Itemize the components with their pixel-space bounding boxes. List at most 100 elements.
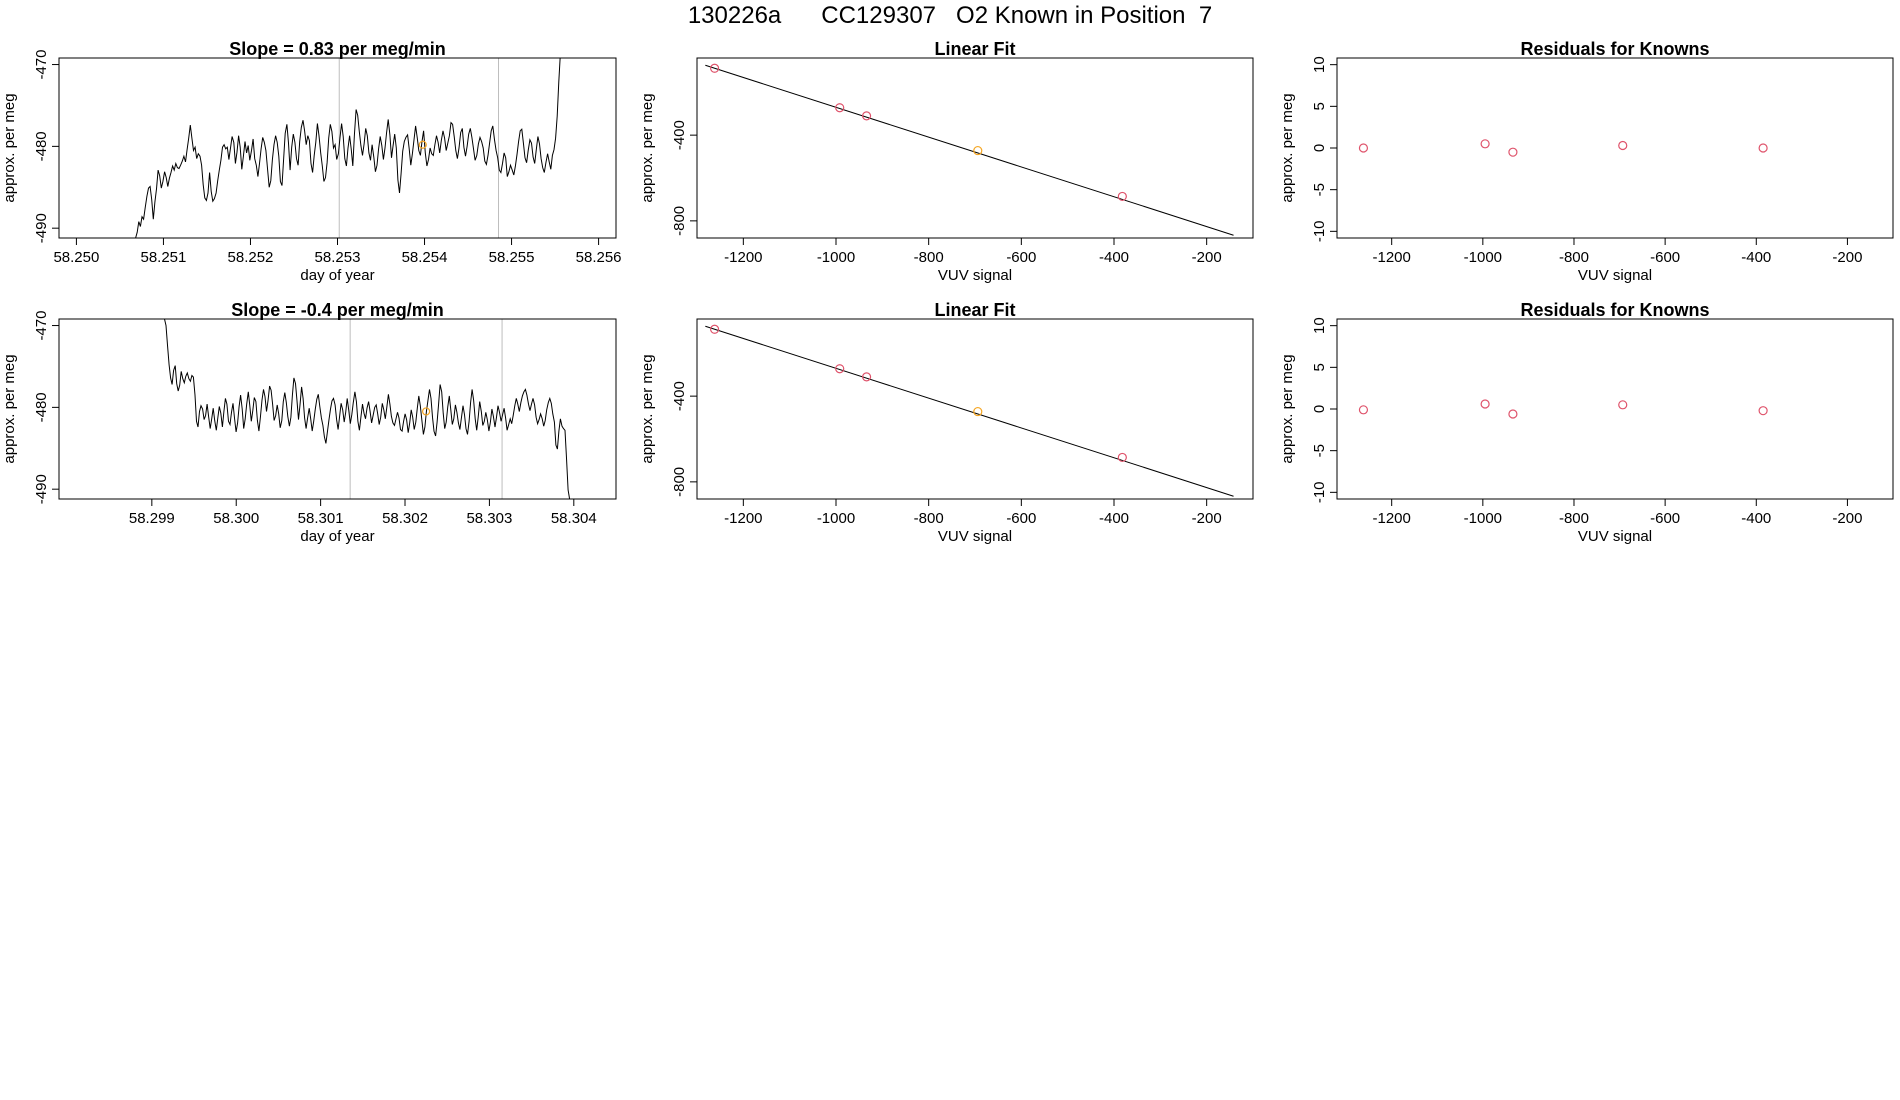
data-point [1758,406,1768,416]
y-tick-label: -400 [671,120,688,150]
plot-frame [58,57,617,239]
highlight-point [418,140,427,149]
plot-frame [696,57,1254,239]
data-point [835,103,845,113]
y-tick-label: -10 [1311,220,1328,242]
x-axis-label: VUV signal [1578,528,1652,545]
panel-title: Linear Fit [934,300,1015,320]
data-point [861,111,872,121]
panel-res2: Residuals for Knowns -1200 -1000 -800 -600 -4… [1279,300,1894,545]
panel-ts2: Slope = -0.4 per meg/min 58.299 58.300 58.3… [1,300,617,545]
x-tick-label: -1200 [1373,249,1411,266]
x-tick-label: -1200 [1373,510,1411,527]
data-point [1480,139,1490,149]
y-tick-label: -490 [33,213,50,243]
x-tick-label: -200 [1192,249,1222,266]
y-axis-label: approx. per meg [639,93,656,202]
panel-title: Residuals for Knowns [1520,300,1709,320]
x-tick-label: -400 [1741,510,1771,527]
series-line [135,58,562,238]
data-point [710,324,720,334]
x-tick-label: -800 [1559,249,1589,266]
y-tick-label: -480 [33,131,50,161]
plot-frame [58,318,617,500]
x-axis-label: day of year [300,528,374,545]
data-point [1117,191,1127,202]
y-tick-label: 5 [1311,102,1328,110]
panel-title: Residuals for Knowns [1520,39,1709,59]
data-point [973,145,983,156]
x-tick-label: 58.304 [551,510,597,527]
y-axis-label: approx. per meg [1279,93,1296,202]
fit-line [705,64,1234,236]
x-tick-label: -1000 [817,510,855,527]
highlight-point [422,407,431,416]
x-tick-label: 58.251 [140,249,186,266]
x-tick-label: -600 [1006,510,1036,527]
y-tick-label: 0 [1311,405,1328,413]
data-point [1508,409,1518,419]
x-tick-label: 58.303 [466,510,512,527]
x-tick-label: -200 [1832,510,1862,527]
y-axis-label: approx. per meg [1279,354,1296,463]
x-tick-label: -600 [1006,249,1036,266]
panel-res1: Residuals for Knowns -1200 -1000 -800 -600 -4… [1279,39,1894,284]
x-tick-label: -200 [1832,249,1862,266]
y-tick-label: -480 [33,392,50,422]
plot-frame [1336,318,1894,500]
x-tick-label: 58.256 [576,249,622,266]
y-tick-label: -470 [33,50,50,80]
y-tick-label: 10 [1311,56,1328,73]
x-tick-label: -800 [914,249,944,266]
y-tick-label: 10 [1311,317,1328,334]
x-tick-label: -400 [1099,510,1129,527]
x-tick-label: 58.302 [382,510,428,527]
panel-ts1: Slope = 0.83 per meg/min 58.250 58.251 58.2… [1,39,622,284]
x-tick-label: -600 [1650,510,1680,527]
panel-title: Slope = 0.83 per meg/min [229,39,446,59]
x-tick-label: -400 [1099,249,1129,266]
y-tick-label: -490 [33,474,50,504]
x-tick-label: -600 [1650,249,1680,266]
y-tick-label: -800 [671,467,688,497]
x-tick-label: 58.250 [53,249,99,266]
x-tick-label: -1000 [817,249,855,266]
data-point [973,406,983,417]
x-tick-label: 58.252 [228,249,274,266]
x-tick-label: -1200 [724,510,762,527]
y-axis-label: approx. per meg [1,354,18,463]
data-point [1758,143,1768,153]
x-axis-label: day of year [300,267,374,284]
panel-title: Linear Fit [934,39,1015,59]
data-point [1480,399,1490,409]
y-tick-label: -5 [1311,444,1328,457]
x-tick-label: -1200 [724,249,762,266]
data-point [1618,140,1628,151]
y-axis-label: approx. per meg [1,93,18,202]
y-axis-label: approx. per meg [639,354,656,463]
x-tick-label: 58.300 [213,510,259,527]
panel-fit1: Linear Fit -1200 -1000 -800 -600 -400 -200 -400… [639,39,1254,284]
panel-fit2: Linear Fit -1200 -1000 -800 -600 -400 -200 -400… [639,300,1254,545]
x-axis-label: VUV signal [1578,267,1652,284]
data-point [1508,147,1518,157]
y-tick-label: -400 [671,381,688,411]
data-point [1358,143,1369,153]
y-tick-label: 0 [1311,144,1328,152]
x-axis-label: VUV signal [938,528,1012,545]
series-line [164,319,571,499]
fit-line [705,325,1234,497]
y-tick-label: -10 [1311,481,1328,503]
y-tick-label: -800 [671,206,688,236]
x-tick-label: -800 [914,510,944,527]
x-tick-label: -1000 [1464,510,1502,527]
x-tick-label: -200 [1192,510,1222,527]
x-tick-label: 58.255 [489,249,535,266]
y-tick-label: 5 [1311,363,1328,371]
x-tick-label: 58.299 [129,510,175,527]
x-tick-label: 58.254 [402,249,448,266]
data-point [861,372,872,382]
data-point [1618,400,1628,410]
x-axis-label: VUV signal [938,267,1012,284]
x-tick-label: 58.301 [298,510,344,527]
